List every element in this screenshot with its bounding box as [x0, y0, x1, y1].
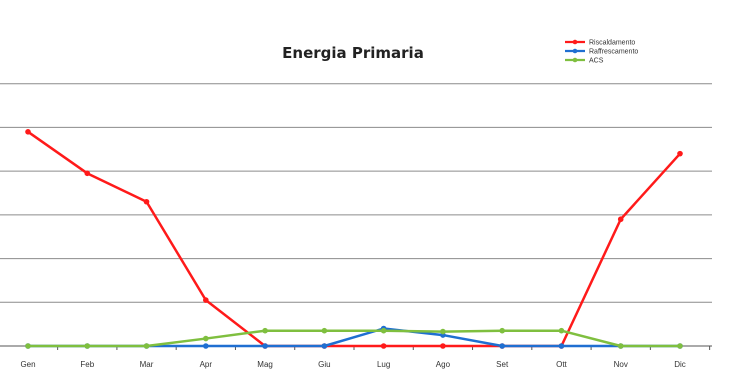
data-point-acs-giu	[321, 327, 328, 334]
data-point-acs-mag	[262, 327, 268, 334]
legend-swatch-marker	[572, 57, 578, 63]
chart-title: Energia Primaria	[282, 44, 424, 62]
x-tick-label-ott: Ott	[556, 360, 567, 369]
series-line-riscaldamento	[27, 130, 681, 348]
data-point-raffrescamento-apr	[203, 343, 209, 349]
data-point-acs-dic	[677, 343, 683, 349]
legend-label: Riscaldamento	[589, 40, 635, 47]
data-point-acs-apr	[203, 335, 209, 342]
data-point-riscaldamento-feb	[84, 170, 91, 177]
x-axis: Gen Feb Mar Apr Mag Giu Lug Ago Set Ott Nov Dic	[0, 345, 712, 369]
x-tick-label-set: Set	[496, 360, 509, 369]
x-tick-label-feb: Feb	[80, 360, 94, 369]
x-tick-label-apr: Apr	[200, 360, 213, 369]
legend-swatch-marker	[572, 48, 578, 54]
legend-label: Raffrescamento	[589, 49, 638, 56]
legend: Riscaldamento Raffrescamento ACS	[565, 40, 638, 65]
data-point-riscaldamento-dic	[677, 150, 683, 157]
data-point-riscaldamento-gen	[25, 129, 31, 135]
data-point-acs-ago	[440, 328, 446, 335]
data-point-acs-set	[499, 327, 505, 334]
series-acs	[25, 327, 683, 349]
x-tick-label-dic: Dic	[674, 360, 686, 369]
data-point-acs-gen	[25, 343, 31, 349]
series-riscaldamento	[25, 129, 683, 349]
data-point-acs-feb	[84, 343, 91, 349]
legend-item-riscaldamento: Riscaldamento	[565, 40, 635, 47]
x-tick-label-mag: Mag	[257, 360, 273, 369]
data-point-acs-nov	[617, 343, 624, 349]
data-point-acs-mar	[143, 343, 150, 349]
gridlines	[0, 83, 712, 303]
legend-swatch-marker	[572, 39, 578, 45]
data-point-acs-lug	[380, 327, 387, 334]
series-group	[25, 129, 683, 349]
series-line-acs	[28, 329, 680, 348]
legend-item-raffrescamento: Raffrescamento	[565, 49, 638, 56]
data-point-riscaldamento-lug	[380, 343, 387, 349]
data-point-riscaldamento-nov	[617, 216, 624, 223]
x-tick-label-nov: Nov	[614, 360, 628, 369]
x-tick-label-ago: Ago	[436, 360, 451, 369]
data-point-raffrescamento-set	[499, 343, 505, 349]
x-tick-label-gen: Gen	[20, 360, 35, 369]
x-tick-label-giu: Giu	[318, 360, 330, 369]
data-point-raffrescamento-giu	[321, 343, 328, 349]
data-point-riscaldamento-ago	[440, 343, 446, 349]
data-point-riscaldamento-mar	[143, 198, 150, 205]
data-point-riscaldamento-apr	[203, 297, 209, 303]
x-tick-label-lug: Lug	[377, 360, 390, 369]
legend-item-acs: ACS	[565, 58, 604, 65]
legend-label: ACS	[589, 58, 604, 65]
data-point-acs-ott	[558, 327, 565, 334]
data-point-raffrescamento-ott	[558, 343, 565, 349]
data-point-raffrescamento-mag	[262, 343, 268, 349]
x-tick-label-mar: Mar	[140, 360, 154, 369]
